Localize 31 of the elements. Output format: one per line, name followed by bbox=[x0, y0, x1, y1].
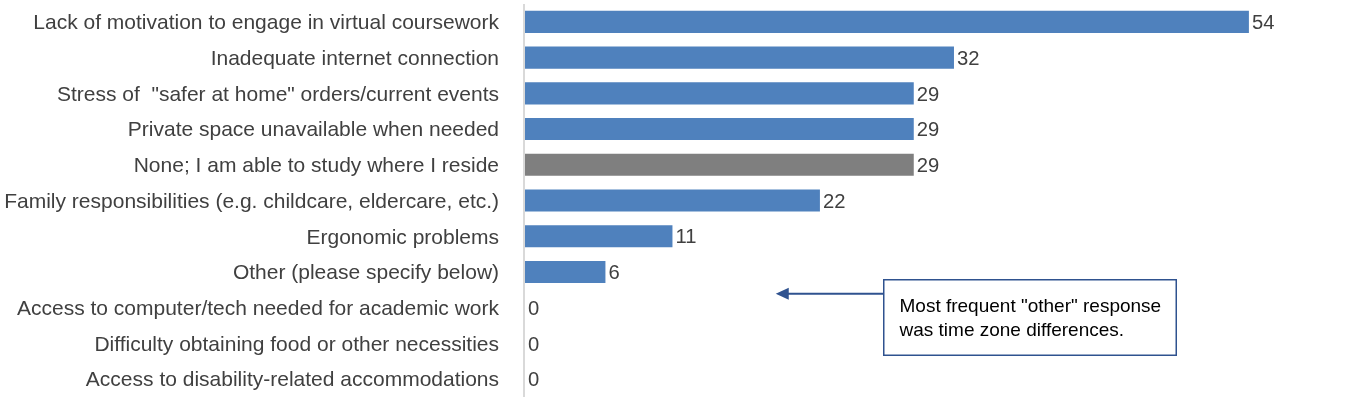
bar bbox=[525, 189, 820, 212]
data-label: 22 bbox=[822, 189, 846, 212]
y-tick-label: Ergonomic problems bbox=[306, 224, 500, 248]
y-tick-label: Inadequate internet connection bbox=[210, 45, 500, 69]
data-label: 29 bbox=[916, 82, 940, 105]
data-label: 54 bbox=[1251, 11, 1275, 34]
y-tick-label: Difficulty obtaining food or other necessities bbox=[94, 331, 500, 355]
data-label: 0 bbox=[528, 332, 540, 355]
y-tick-label: Other (please specify below) bbox=[232, 260, 500, 284]
data-label: 29 bbox=[916, 118, 940, 141]
data-label: 29 bbox=[916, 154, 940, 176]
y-tick-label: Family responsibilities (e.g. childcare, eldercare, etc.) bbox=[4, 188, 500, 212]
data-label: 6 bbox=[608, 261, 620, 284]
y-tick-label: Private space unavailable when needed bbox=[127, 117, 500, 141]
bar bbox=[525, 153, 914, 176]
y-tick-label: None; I am able to study where I reside bbox=[133, 153, 500, 177]
bar bbox=[525, 82, 914, 105]
bar bbox=[525, 46, 954, 69]
data-label: 0 bbox=[528, 368, 540, 391]
data-label: 0 bbox=[528, 296, 540, 319]
y-tick-label: Access to computer/tech needed for academic work bbox=[16, 296, 500, 320]
data-label: 32 bbox=[956, 46, 980, 69]
bar bbox=[525, 10, 1249, 33]
bar bbox=[525, 225, 673, 248]
data-label: 11 bbox=[675, 225, 697, 248]
y-tick-label: Stress of "safer at home" orders/current events bbox=[56, 81, 500, 105]
bar bbox=[525, 260, 606, 284]
bar bbox=[525, 117, 914, 141]
y-tick-label: Lack of motivation to engage in virtual coursework bbox=[33, 10, 500, 34]
y-tick-label: Access to disability-related accommodations bbox=[85, 367, 500, 391]
annotation: Most frequent "other" response was time zone differences. bbox=[898, 294, 1162, 341]
